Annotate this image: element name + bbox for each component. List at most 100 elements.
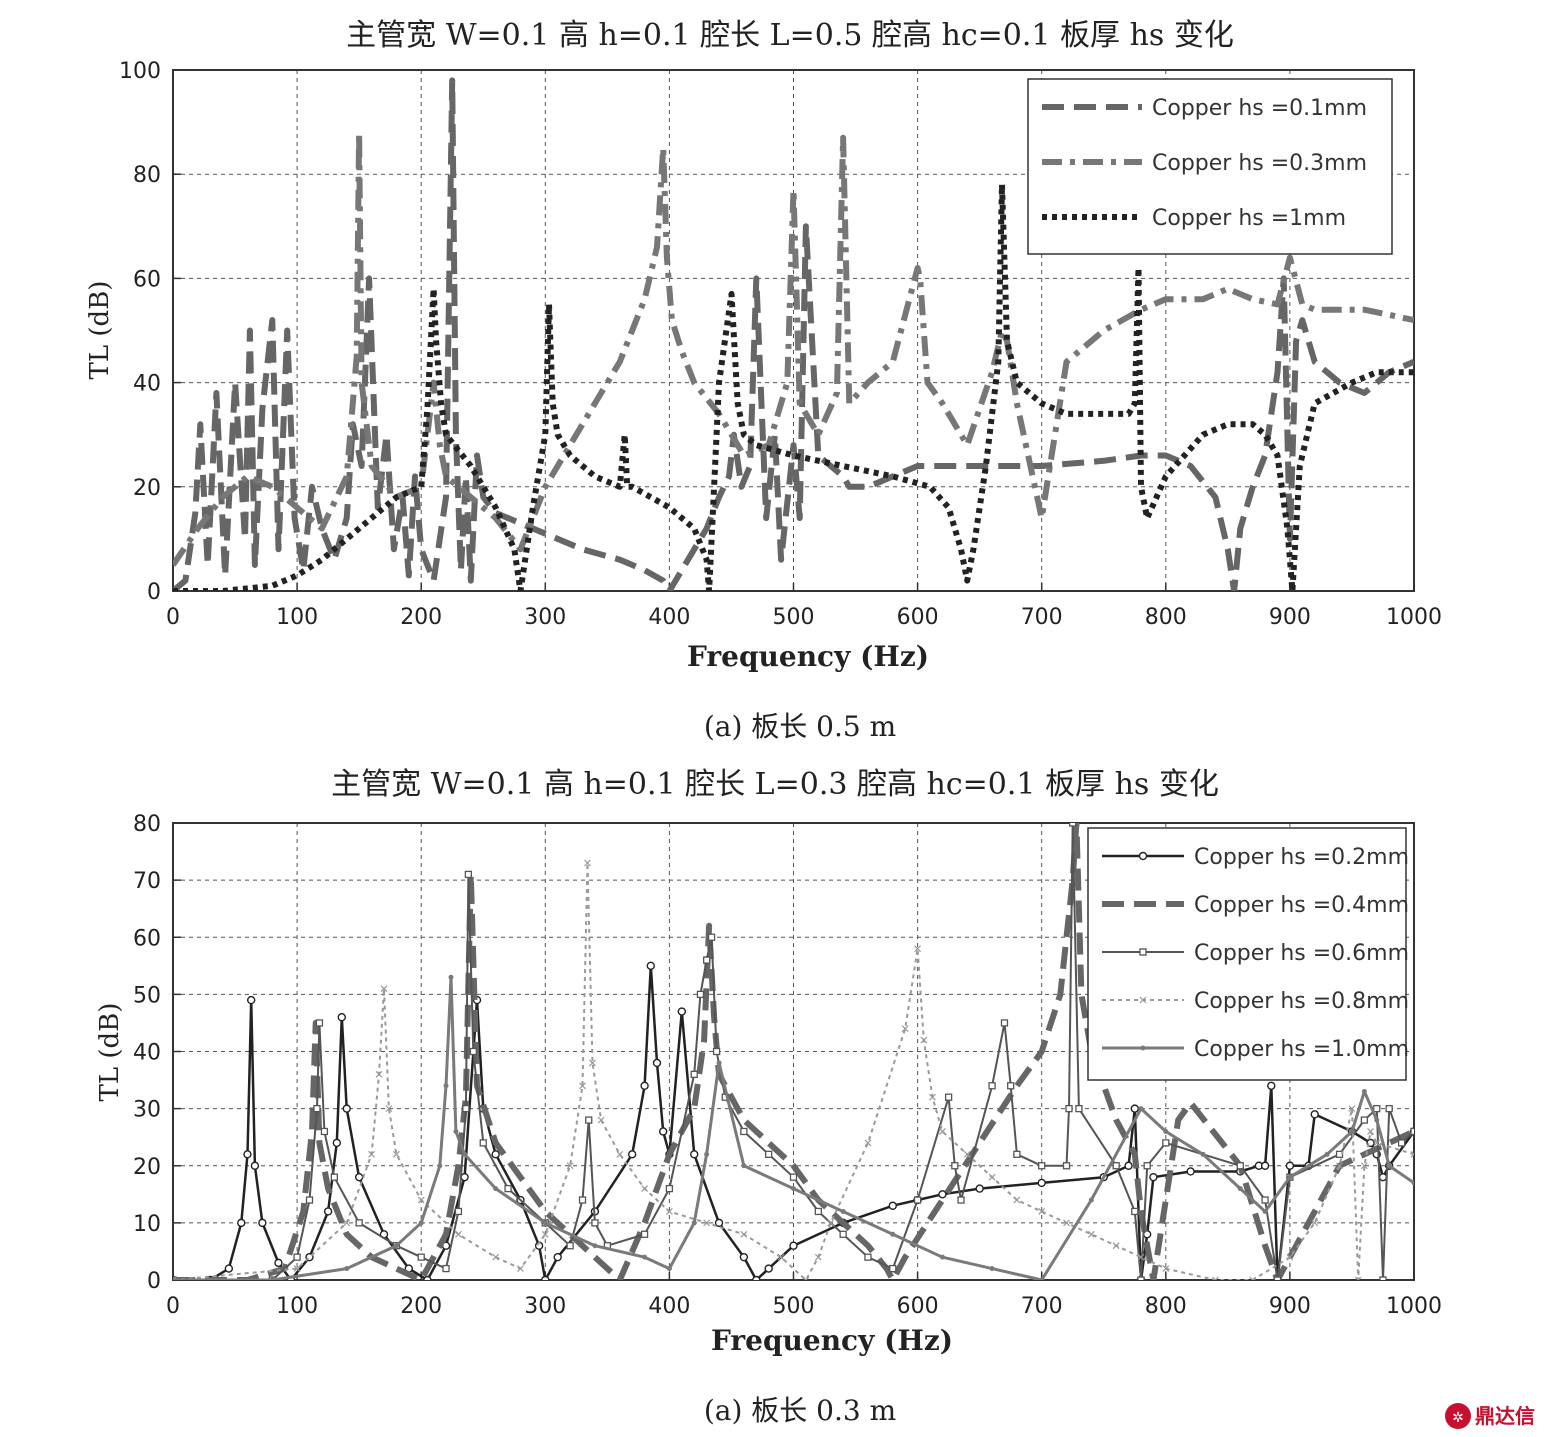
point bbox=[462, 1151, 468, 1157]
point bbox=[666, 1266, 672, 1272]
legend-label: Copper hs =0.8mm bbox=[1194, 989, 1409, 1014]
series-line bbox=[173, 862, 1414, 1280]
point bbox=[1285, 1161, 1295, 1170]
series-1 bbox=[173, 77, 1414, 591]
point bbox=[740, 1230, 748, 1238]
legend: Copper hs =0.1mm Copper hs =0.3mm Copper h… bbox=[1027, 78, 1393, 255]
point bbox=[343, 1219, 351, 1227]
point bbox=[380, 985, 388, 993]
point bbox=[691, 1220, 697, 1226]
point bbox=[417, 1253, 425, 1261]
point bbox=[703, 1219, 711, 1227]
point bbox=[975, 1184, 984, 1193]
point bbox=[888, 1201, 897, 1210]
point bbox=[658, 1127, 668, 1136]
point bbox=[320, 1127, 329, 1136]
point bbox=[330, 1173, 338, 1181]
point bbox=[1249, 1276, 1257, 1280]
point bbox=[1063, 1219, 1070, 1227]
point bbox=[789, 1241, 798, 1250]
point bbox=[237, 1218, 246, 1228]
point bbox=[493, 1186, 499, 1192]
point bbox=[988, 1082, 996, 1090]
point bbox=[504, 1184, 512, 1193]
point bbox=[1349, 1128, 1355, 1134]
legend-item: Copper hs =0.6mm bbox=[1102, 941, 1409, 966]
x-tick-label: 200 bbox=[400, 605, 442, 630]
point bbox=[814, 1253, 822, 1261]
point bbox=[1373, 1104, 1381, 1113]
point bbox=[492, 1253, 500, 1261]
point bbox=[840, 1208, 846, 1214]
x-tick-label: 100 bbox=[276, 605, 318, 630]
point bbox=[665, 1184, 674, 1193]
x-tick-label: 600 bbox=[897, 1294, 939, 1319]
point bbox=[1138, 1106, 1144, 1112]
point bbox=[541, 1275, 550, 1280]
legend-label: Copper hs =0.6mm bbox=[1194, 941, 1409, 966]
point bbox=[1037, 1178, 1046, 1188]
point bbox=[337, 1013, 346, 1022]
point bbox=[1075, 1104, 1083, 1113]
point bbox=[517, 1265, 524, 1272]
y-tick-label: 60 bbox=[133, 926, 161, 951]
y-tick-label: 100 bbox=[119, 59, 161, 84]
point bbox=[1130, 1104, 1139, 1113]
point bbox=[740, 1127, 748, 1136]
x-tick-label: 300 bbox=[524, 605, 566, 630]
legend-item: Copper hs =0.1mm bbox=[1042, 96, 1367, 121]
point bbox=[1143, 1162, 1151, 1170]
point bbox=[1367, 1128, 1374, 1135]
point bbox=[355, 1219, 363, 1227]
y-tick-label: 80 bbox=[133, 163, 161, 188]
point bbox=[250, 1161, 260, 1170]
point bbox=[1410, 1150, 1414, 1158]
point bbox=[890, 1231, 896, 1237]
legend-label: Copper hs =1.0mm bbox=[1194, 1037, 1409, 1062]
point bbox=[584, 859, 591, 867]
point bbox=[274, 1258, 283, 1268]
point bbox=[579, 1082, 586, 1090]
point bbox=[1131, 1207, 1139, 1216]
point bbox=[1360, 1162, 1368, 1170]
point bbox=[1139, 996, 1147, 1004]
point bbox=[258, 1218, 267, 1228]
point bbox=[814, 1207, 822, 1216]
point bbox=[938, 1128, 946, 1135]
point bbox=[1287, 1174, 1293, 1180]
point bbox=[951, 1162, 959, 1170]
point bbox=[1212, 1276, 1219, 1280]
point bbox=[1149, 1172, 1158, 1182]
point bbox=[864, 1253, 872, 1261]
x-tick-label: 600 bbox=[897, 605, 939, 630]
point bbox=[777, 1253, 785, 1261]
point bbox=[704, 1151, 710, 1157]
y-tick-label: 30 bbox=[133, 1098, 161, 1123]
point bbox=[1137, 1276, 1145, 1280]
point bbox=[864, 1139, 872, 1147]
point bbox=[173, 1277, 176, 1280]
point bbox=[914, 945, 922, 953]
series-lines bbox=[173, 823, 1414, 1280]
x-tick-label: 0 bbox=[166, 605, 180, 630]
chart-title: 主管宽 W=0.1 高 h=0.1 腔长 L=0.5 腔高 hc=0.1 板厚 … bbox=[346, 18, 1234, 53]
point bbox=[1310, 1110, 1319, 1119]
x-tick-label: 700 bbox=[1021, 605, 1063, 630]
point bbox=[464, 870, 473, 879]
point bbox=[269, 1277, 275, 1280]
x-axis-label: Frequency (Hz) bbox=[687, 640, 929, 673]
point bbox=[642, 1254, 648, 1260]
point bbox=[455, 1230, 462, 1238]
point bbox=[929, 1093, 936, 1101]
series-line bbox=[173, 823, 1414, 1280]
point bbox=[1397, 1139, 1406, 1147]
point bbox=[616, 1150, 624, 1158]
point bbox=[712, 1047, 721, 1056]
point bbox=[764, 1264, 773, 1273]
point bbox=[1112, 1162, 1120, 1170]
x-tick-label: 800 bbox=[1145, 1294, 1187, 1319]
point bbox=[392, 1150, 400, 1158]
point bbox=[714, 1218, 724, 1228]
series-5 bbox=[173, 974, 1414, 1280]
